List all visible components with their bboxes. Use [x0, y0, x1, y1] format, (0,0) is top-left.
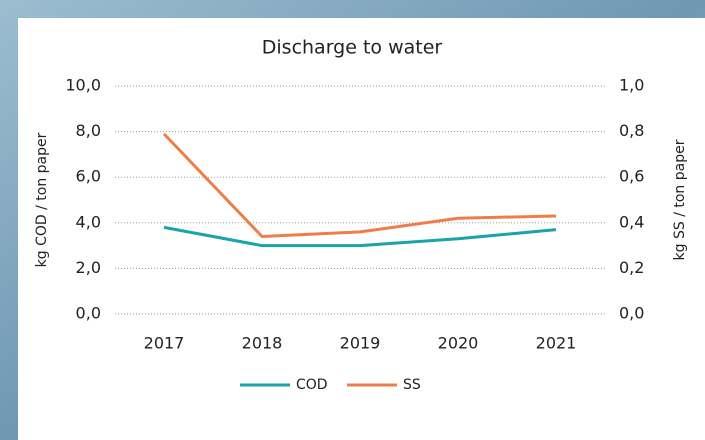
x-tick-label: 2018: [242, 334, 283, 353]
legend-label: SS: [403, 377, 421, 393]
x-tick-label: 2019: [340, 334, 381, 353]
y2-axis-label: kg SS / ton paper: [672, 139, 688, 260]
page: Discharge to water kg COD / ton paper kg…: [0, 0, 705, 440]
y-tick-label: 0,0: [76, 304, 101, 323]
y-tick-label: 4,0: [76, 212, 101, 231]
y2-tick-label: 0,4: [619, 212, 644, 231]
x-tick-label: 2021: [536, 334, 577, 353]
legend-label: COD: [296, 377, 328, 393]
y-tick-label: 8,0: [76, 121, 101, 140]
y-tick-label: 10,0: [65, 76, 101, 95]
x-tick-label: 2020: [438, 334, 479, 353]
y2-tick-label: 0,2: [619, 258, 644, 277]
y-tick-label: 6,0: [76, 167, 101, 186]
chart: Discharge to water kg COD / ton paper kg…: [0, 0, 705, 440]
x-tick-label: 2017: [144, 334, 185, 353]
y2-tick-label: 0,8: [619, 121, 644, 140]
y2-tick-label: 1,0: [619, 76, 644, 95]
y-tick-label: 2,0: [76, 258, 101, 277]
chart-panel: [18, 18, 705, 440]
y-axis-label: kg COD / ton paper: [34, 132, 50, 267]
chart-title: Discharge to water: [262, 37, 443, 59]
y2-tick-label: 0,6: [619, 167, 644, 186]
y2-tick-label: 0,0: [619, 304, 644, 323]
